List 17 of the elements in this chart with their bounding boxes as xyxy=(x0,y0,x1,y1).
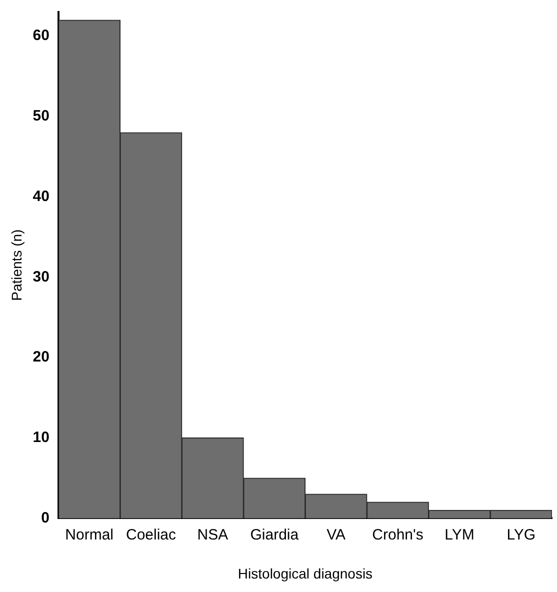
y-tick-label: 10 xyxy=(32,428,50,446)
x-tick-label: Coeliac xyxy=(126,526,177,544)
x-tick-label: LYM xyxy=(444,526,474,544)
y-tick-label: 40 xyxy=(32,188,50,205)
y-tick-label: 0 xyxy=(41,509,50,526)
x-tick-label: NSA xyxy=(197,526,228,544)
y-tick-label: 60 xyxy=(32,27,50,44)
x-tick-label: Crohn's xyxy=(372,526,424,544)
x-tick-label: VA xyxy=(326,526,346,544)
x-tick-label: Normal xyxy=(65,526,114,544)
y-axis-title: Patients (n) xyxy=(8,229,24,301)
x-tick-label: LYG xyxy=(506,526,536,544)
y-tick-label: 50 xyxy=(32,108,50,125)
y-tick-label: 20 xyxy=(32,348,50,366)
x-axis-title: Histological diagnosis xyxy=(238,565,373,582)
y-tick-label: 30 xyxy=(32,268,50,286)
x-tick-label: Giardia xyxy=(250,526,300,544)
